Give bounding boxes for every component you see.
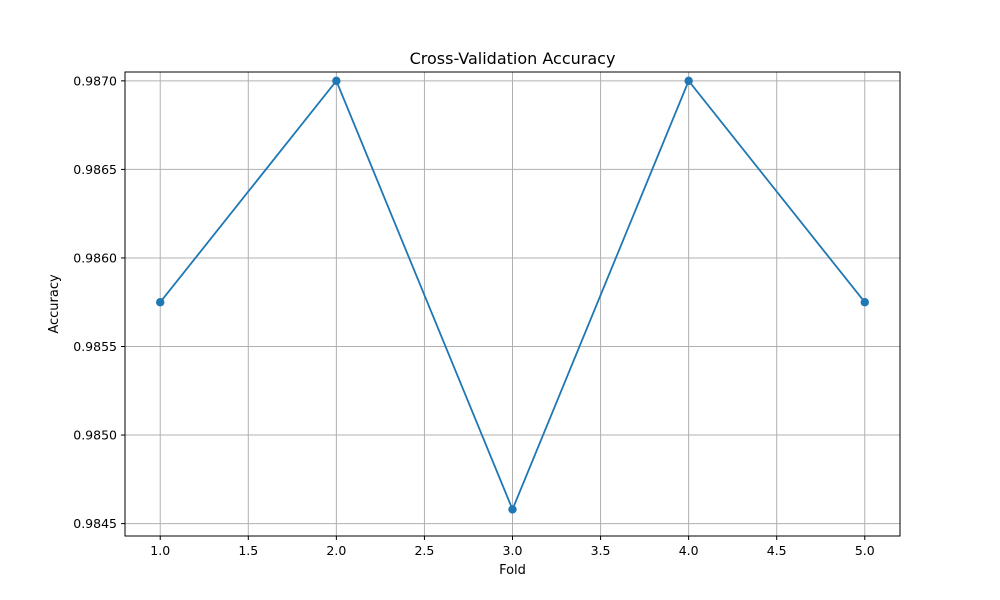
x-tick-label: 2.0 (326, 543, 346, 558)
series-layer (156, 76, 869, 514)
x-tick-label: 1.0 (150, 543, 170, 558)
y-tick-label: 0.9855 (73, 339, 117, 354)
x-tick-label: 4.5 (767, 543, 787, 558)
y-tick-label: 0.9860 (73, 250, 117, 265)
data-point (860, 298, 869, 307)
y-axis-label: Accuracy (47, 274, 62, 334)
x-tick-label: 5.0 (855, 543, 875, 558)
chart-title: Cross-Validation Accuracy (410, 49, 616, 68)
x-tick-label: 3.0 (503, 543, 523, 558)
x-tick-label: 2.5 (414, 543, 434, 558)
y-tick-label: 0.9865 (73, 162, 117, 177)
data-point (332, 76, 341, 86)
data-point (156, 298, 165, 307)
x-tick-label: 3.5 (591, 543, 611, 558)
x-axis-label: Fold (499, 563, 526, 578)
data-point (508, 505, 517, 514)
y-tick-label: 0.9845 (73, 516, 117, 531)
y-tick-label: 0.9870 (73, 73, 117, 88)
grid (125, 72, 900, 536)
y-tick-label: 0.9850 (73, 428, 117, 443)
axis-ticks: 1.0 1.5 2.0 2.5 3.0 3.5 4.0 4.5 5.0 0.9845 0.9850 0… (73, 73, 875, 558)
data-point (684, 76, 693, 86)
x-tick-label: 1.5 (238, 543, 258, 558)
x-tick-label: 4.0 (679, 543, 699, 558)
